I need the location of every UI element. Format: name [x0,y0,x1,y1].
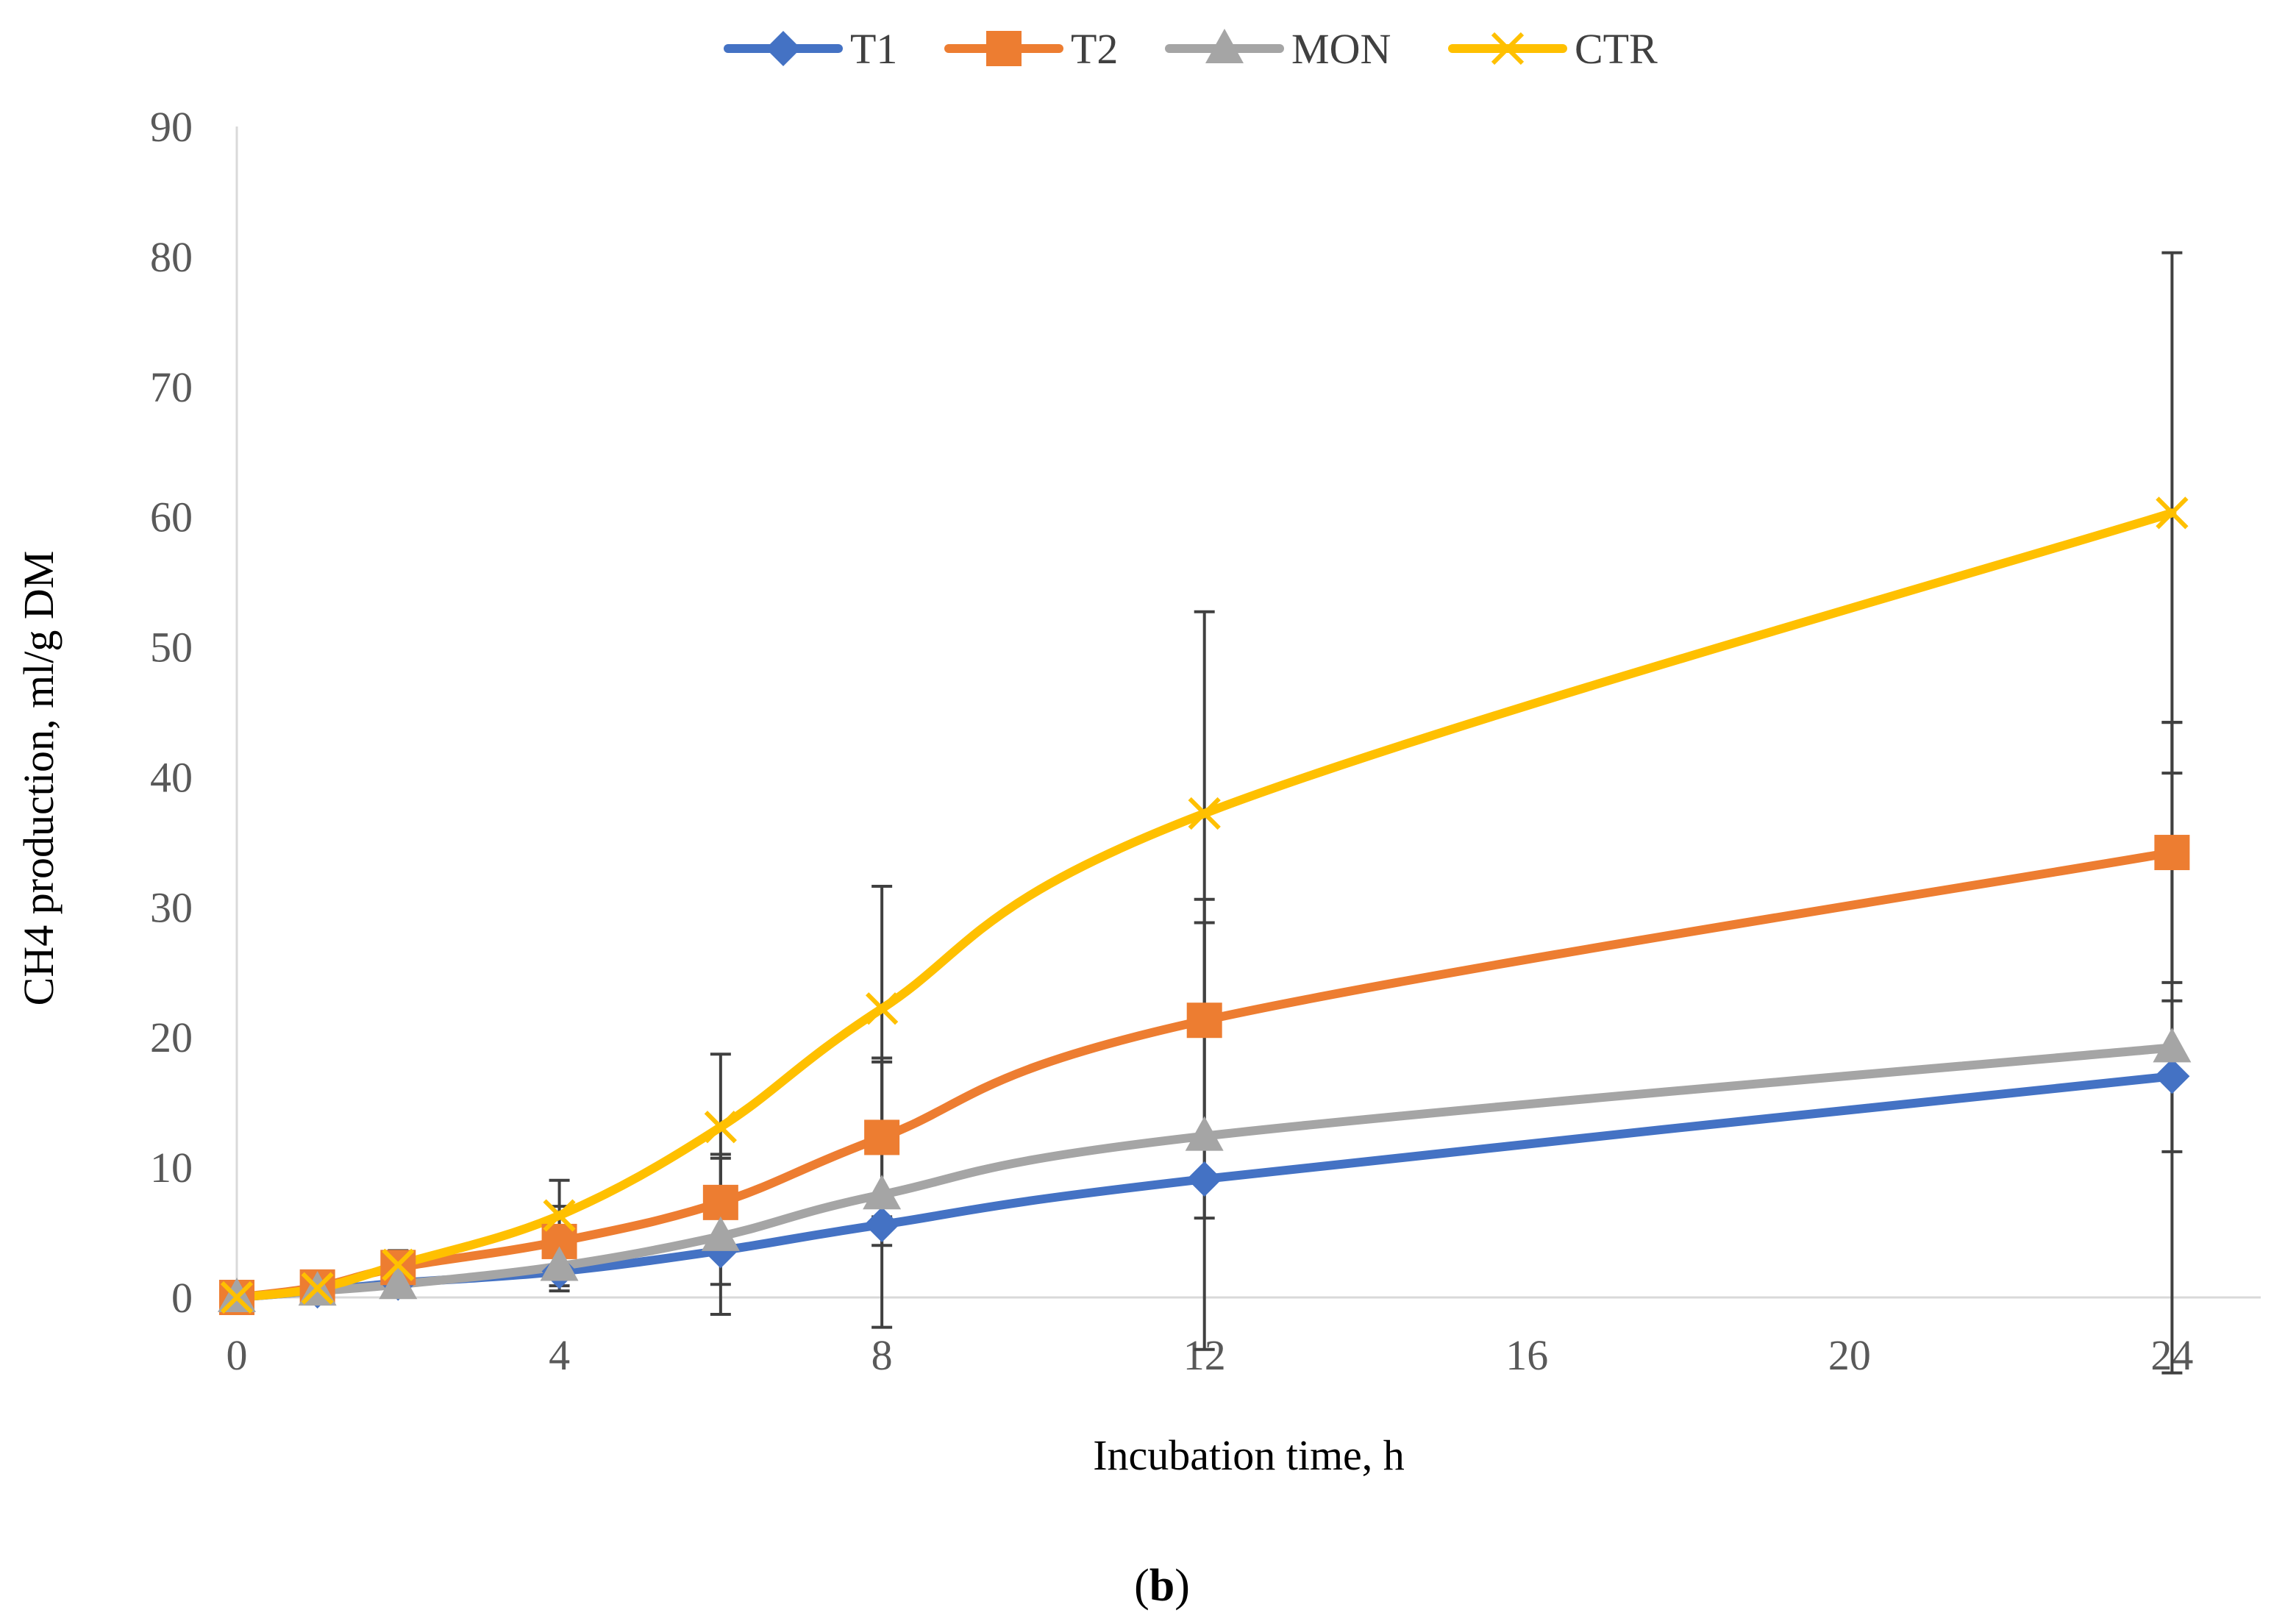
data-point-ctr [382,1248,415,1281]
y-tick-label: 70 [150,363,193,411]
data-point-mon [2153,1028,2192,1063]
data-point-t2 [864,1119,900,1155]
data-point-t1 [1186,1161,1222,1197]
data-point-ctr [543,1199,576,1232]
figure-caption: (b) [1134,1561,1190,1611]
data-point-ctr [301,1272,334,1305]
y-tick-label: 60 [150,494,193,541]
x-tick-label: 4 [549,1331,570,1379]
x-tick-label: 8 [871,1331,893,1379]
series-line-mon [232,1043,2177,1302]
data-point-mon [379,1264,418,1300]
y-tick-label: 10 [150,1144,193,1192]
x-tick-label: 20 [1828,1331,1871,1379]
series-markers [218,496,2192,1315]
y-tick-label: 0 [171,1274,193,1322]
data-point-mon [863,1175,902,1210]
data-point-mon [540,1246,579,1281]
data-point-t2 [2154,835,2190,871]
y-tick-label: 90 [150,103,193,151]
data-point-ctr [866,992,899,1025]
x-tick-label: 16 [1505,1331,1548,1379]
y-axis-title: CH4 production, ml/g DM [15,551,63,1006]
y-tick-label: 20 [150,1014,193,1061]
legend-marker [1491,32,1525,65]
legend-marker [766,31,801,66]
caption-open-paren: ( [1134,1561,1149,1611]
data-point-ctr [220,1281,254,1314]
data-point-t2 [1186,1002,1222,1039]
caption-close-paren: ) [1174,1561,1190,1611]
legend-marker [1205,29,1244,63]
legend-label: CTR [1575,25,1658,73]
x-axis-title: Incubation time, h [1093,1431,1405,1479]
caption-letter: b [1149,1561,1174,1611]
y-tick-label: 40 [150,753,193,801]
data-point-ctr [2156,496,2189,530]
legend-label: MON [1291,25,1391,73]
legend: T1 T2 MON CTR [724,25,1658,73]
data-point-ctr [1188,797,1221,830]
legend-marker [986,31,1022,66]
y-tick-label: 80 [150,233,193,281]
data-point-t2 [702,1184,738,1220]
data-point-t1 [864,1206,900,1242]
data-point-mon [1185,1116,1224,1151]
data-point-t1 [2154,1058,2190,1094]
legend-item-mon: MON [1165,25,1391,73]
legend-label: T1 [850,25,897,73]
data-point-ctr [704,1111,737,1144]
x-tick-label: 0 [227,1331,248,1379]
y-tick-label: 50 [150,624,193,672]
legend-item-t2: T2 [944,25,1118,73]
legend-label: T2 [1071,25,1118,73]
data-point-mon [701,1216,740,1251]
legend-item-ctr: CTR [1448,25,1658,73]
y-tick-label: 30 [150,883,193,931]
legend-item-t1: T1 [724,25,897,73]
